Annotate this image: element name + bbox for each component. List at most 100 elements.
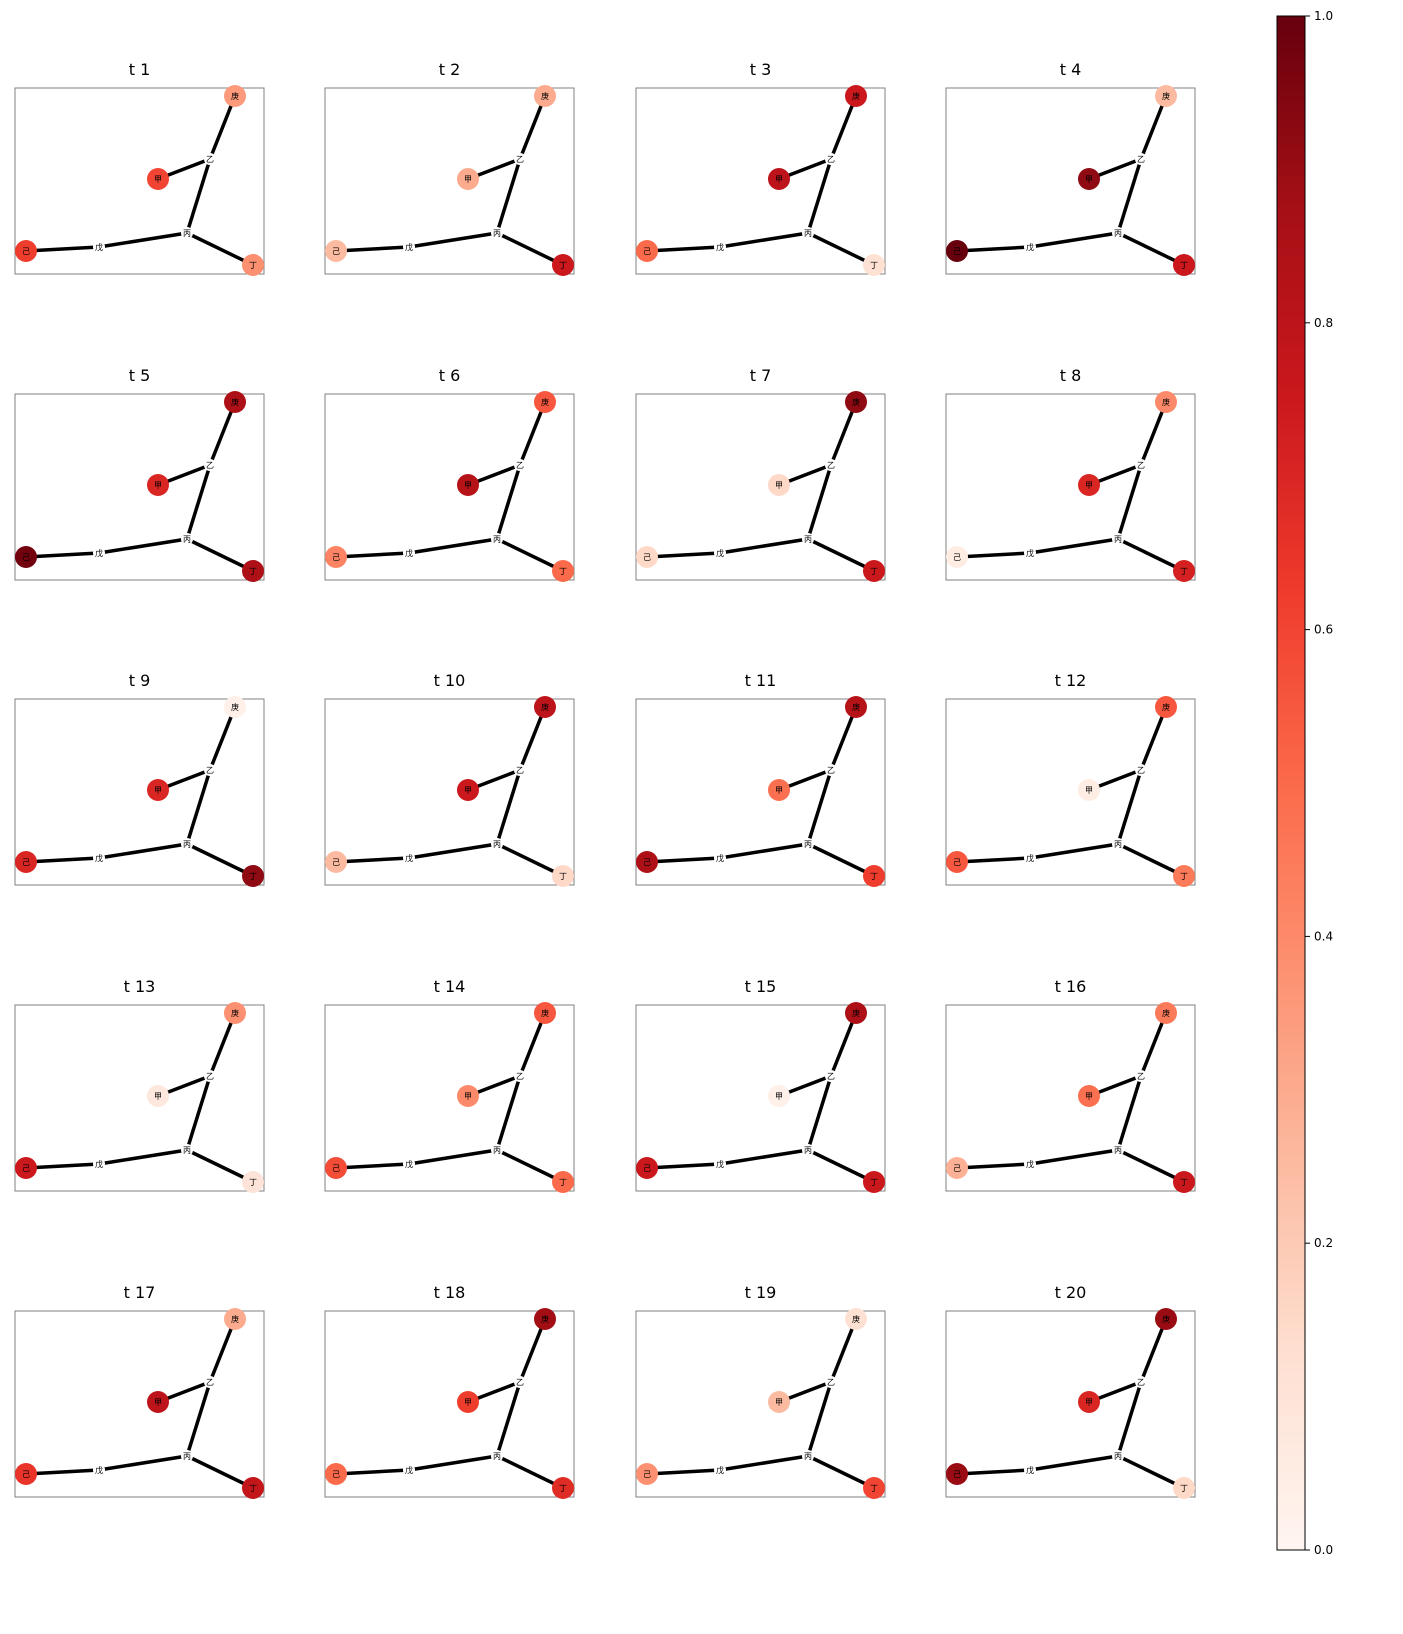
edge-wu-ji bbox=[335, 245, 410, 253]
panel-11: t 11 乙丙戊 甲己丁 庚 bbox=[635, 671, 886, 887]
node-label-wu: 戊 bbox=[405, 548, 413, 558]
edge-yi-geng bbox=[518, 401, 547, 466]
edge-wu-ji bbox=[25, 1468, 100, 1476]
node-bg-bing bbox=[1112, 1144, 1124, 1156]
node-label-wu: 戊 bbox=[716, 242, 724, 252]
node-ji bbox=[325, 851, 347, 873]
node-jia bbox=[457, 1391, 479, 1413]
edge-wu-ji bbox=[25, 1162, 100, 1170]
edge-bing-ding bbox=[186, 1148, 254, 1184]
node-label-ding: 丁 bbox=[870, 261, 878, 270]
node-label-ji: 己 bbox=[953, 553, 961, 562]
edge-yi-geng bbox=[829, 1012, 858, 1077]
node-jia bbox=[147, 474, 169, 496]
edge-bing-ding bbox=[496, 231, 564, 267]
node-label-ji: 己 bbox=[332, 858, 340, 867]
node-label-yi: 乙 bbox=[827, 1378, 835, 1387]
edge-wu-ji bbox=[335, 1468, 410, 1476]
node-bg-yi bbox=[825, 459, 837, 471]
node-label-ding: 丁 bbox=[1180, 872, 1188, 881]
edge-wu-ji bbox=[335, 551, 410, 559]
node-label-ding: 丁 bbox=[249, 261, 257, 270]
node-label-geng: 庚 bbox=[852, 1314, 860, 1324]
node-label-ji: 己 bbox=[643, 553, 651, 562]
node-ding bbox=[242, 1477, 264, 1499]
edge-yi-bing bbox=[806, 1075, 833, 1151]
node-label-wu: 戊 bbox=[1026, 1465, 1034, 1475]
panel-frame bbox=[14, 698, 265, 886]
edge-bing-wu bbox=[98, 842, 188, 860]
node-ding bbox=[242, 1171, 264, 1193]
node-ding bbox=[552, 865, 574, 887]
panel-frame bbox=[945, 698, 1196, 886]
node-label-yi: 乙 bbox=[516, 766, 524, 775]
node-ding bbox=[1173, 865, 1195, 887]
edge-bing-wu bbox=[719, 1148, 809, 1166]
node-label-geng: 庚 bbox=[1162, 1314, 1170, 1324]
node-bg-wu bbox=[403, 241, 415, 253]
node-jia bbox=[457, 779, 479, 801]
panel-12: t 12 乙丙戊 甲己丁 庚 bbox=[945, 671, 1196, 887]
edge-bing-wu bbox=[1029, 1454, 1119, 1472]
edge-yi-geng bbox=[1139, 1012, 1168, 1077]
node-bg-yi bbox=[204, 459, 216, 471]
node-bg-yi bbox=[825, 1070, 837, 1082]
node-bg-wu bbox=[403, 547, 415, 559]
panel-8: t 8 乙丙戊 甲己丁 庚 bbox=[945, 366, 1196, 582]
panel-title: t 18 bbox=[434, 1283, 466, 1302]
node-jia bbox=[1078, 1085, 1100, 1107]
node-ding bbox=[242, 865, 264, 887]
panel-frame bbox=[324, 1310, 575, 1498]
node-label-yi: 乙 bbox=[516, 155, 524, 164]
node-geng bbox=[224, 85, 246, 107]
node-label-jia: 甲 bbox=[464, 786, 472, 795]
edge-yi-bing bbox=[806, 769, 833, 845]
panel-14: t 14 乙丙戊 甲己丁 庚 bbox=[324, 977, 575, 1193]
panel-title: t 1 bbox=[129, 60, 151, 79]
node-ji bbox=[15, 240, 37, 262]
edge-bing-wu bbox=[98, 537, 188, 555]
edge-wu-ji bbox=[25, 551, 100, 559]
panel-title: t 3 bbox=[750, 60, 772, 79]
edge-wu-ji bbox=[956, 1162, 1031, 1170]
edge-yi-geng bbox=[208, 1012, 237, 1077]
panel-title: t 16 bbox=[1055, 977, 1087, 996]
node-bg-wu bbox=[714, 1158, 726, 1170]
node-geng bbox=[224, 1308, 246, 1330]
node-label-ji: 己 bbox=[643, 1164, 651, 1173]
edge-wu-ji bbox=[956, 1468, 1031, 1476]
edge-wu-ji bbox=[646, 856, 721, 864]
node-label-bing: 丙 bbox=[804, 535, 812, 544]
node-label-yi: 乙 bbox=[206, 155, 214, 164]
edge-yi-geng bbox=[1139, 401, 1168, 466]
colorbar: 0.0 0.2 0.4 0.6 0.8 1.0 bbox=[1276, 9, 1333, 1557]
edge-bing-ding bbox=[807, 842, 875, 878]
node-bg-wu bbox=[1024, 547, 1036, 559]
node-label-jia: 甲 bbox=[1085, 1092, 1093, 1101]
node-ji bbox=[946, 1157, 968, 1179]
node-bg-wu bbox=[93, 241, 105, 253]
node-bg-bing bbox=[1112, 533, 1124, 545]
node-label-geng: 庚 bbox=[852, 702, 860, 712]
edge-wu-ji bbox=[956, 245, 1031, 253]
node-ding bbox=[242, 560, 264, 582]
node-bg-bing bbox=[491, 838, 503, 850]
edge-bing-ding bbox=[1117, 1454, 1185, 1490]
edge-bing-wu bbox=[1029, 1148, 1119, 1166]
node-ji bbox=[636, 546, 658, 568]
node-label-bing: 丙 bbox=[493, 1146, 501, 1155]
node-label-wu: 戊 bbox=[716, 1465, 724, 1475]
edge-bing-ding bbox=[1117, 842, 1185, 878]
node-ji bbox=[946, 1463, 968, 1485]
panel-title: t 8 bbox=[1060, 366, 1082, 385]
edge-yi-bing bbox=[495, 158, 522, 234]
node-label-ding: 丁 bbox=[1180, 1484, 1188, 1493]
edge-wu-ji bbox=[956, 551, 1031, 559]
edge-yi-bing bbox=[185, 769, 212, 845]
edge-bing-wu bbox=[98, 1148, 188, 1166]
colorbar-tick-label: 0.2 bbox=[1314, 1236, 1333, 1250]
panel-15: t 15 乙丙戊 甲己丁 庚 bbox=[635, 977, 886, 1193]
panel-10: t 10 乙丙戊 甲己丁 庚 bbox=[324, 671, 575, 887]
node-label-jia: 甲 bbox=[464, 1092, 472, 1101]
